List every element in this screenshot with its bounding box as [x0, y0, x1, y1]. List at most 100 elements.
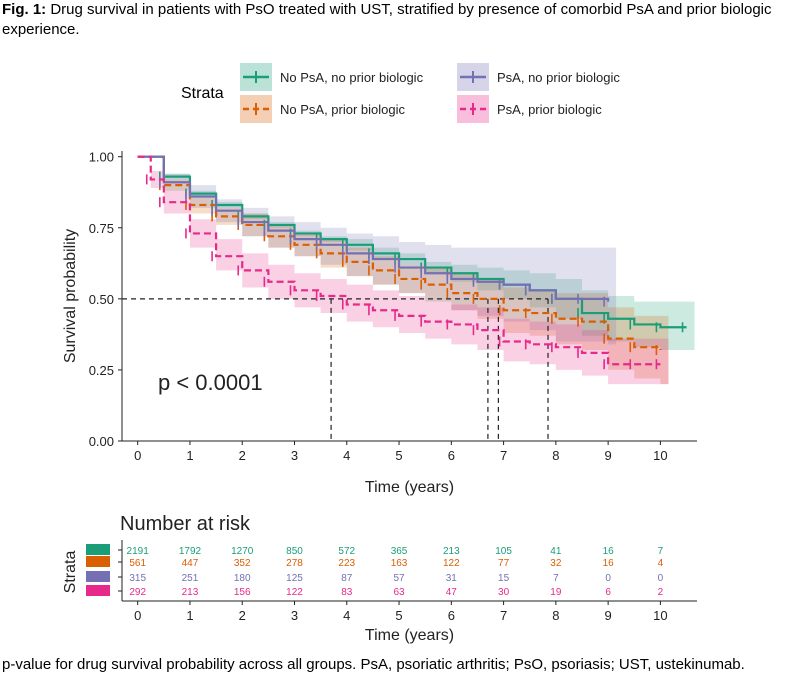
risk-x-tick-label: 3: [291, 608, 298, 623]
risk-count: 41: [550, 546, 562, 557]
risk-count: 31: [446, 573, 458, 584]
risk-count: 63: [393, 587, 405, 598]
y-tick-label: 0.00: [89, 434, 114, 449]
x-tick-label: 2: [239, 448, 246, 463]
risk-count: 213: [182, 587, 199, 598]
risk-count: 0: [658, 573, 664, 584]
ci-band-psa-no-prior-biologic: [137, 156, 617, 345]
footnote: p-value for drug survival probability ac…: [2, 656, 745, 673]
risk-count: 105: [495, 546, 512, 557]
risk-count: 365: [391, 546, 408, 557]
risk-row-swatch: [86, 571, 110, 582]
risk-x-tick-label: 2: [239, 608, 246, 623]
legend-label: No PsA, no prior biologic: [280, 70, 424, 85]
risk-count: 4: [658, 558, 664, 569]
figure-caption-text: Drug survival in patients with PsO treat…: [2, 1, 772, 38]
risk-y-axis-label: Strata: [62, 551, 79, 594]
risk-count: 57: [393, 573, 405, 584]
figure-caption: Fig. 1: Drug survival in patients with P…: [2, 0, 794, 40]
risk-count: 447: [182, 558, 199, 569]
y-tick-label: 1.00: [89, 150, 114, 165]
risk-count: 15: [498, 573, 510, 584]
risk-count: 87: [341, 573, 353, 584]
y-tick-label: 0.75: [89, 221, 114, 236]
survival-curve-no-psa-no-prior-biologic: [137, 155, 687, 329]
risk-row-psa-no-prior-biologic: 315 251 180 125 87 57 31 15 7 0 0: [86, 571, 664, 584]
risk-x-axis-label: Time (years): [365, 627, 454, 644]
y-tick-label: 0.50: [89, 292, 114, 307]
risk-count: 1792: [179, 546, 202, 557]
risk-count: 7: [553, 573, 559, 584]
legend-item-no-psa-prior-biologic: No PsA, prior biologic: [240, 95, 405, 123]
risk-row-psa-prior-biologic: 292 213 156 122 83 63 47 30 19 6 2: [86, 585, 664, 598]
x-tick-label: 7: [500, 448, 507, 463]
risk-table-title: Number at risk: [120, 513, 251, 535]
risk-count: 156: [234, 587, 251, 598]
risk-count: 0: [605, 573, 611, 584]
x-tick-label: 8: [552, 448, 559, 463]
risk-count: 163: [391, 558, 408, 569]
risk-count: 2191: [127, 546, 150, 557]
risk-x-tick-label: 0: [134, 608, 141, 623]
p-value-annotation: p < 0.0001: [158, 370, 263, 395]
risk-count: 2: [658, 587, 664, 598]
risk-x-tick-label: 1: [186, 608, 193, 623]
risk-x-tick-label: 5: [395, 608, 402, 623]
risk-count: 223: [338, 558, 355, 569]
risk-count: 125: [286, 573, 303, 584]
risk-count: 561: [129, 558, 146, 569]
legend-label: PsA, prior biologic: [497, 102, 602, 117]
ci-band-no-psa-prior-biologic: [137, 156, 669, 385]
survival-curve-no-psa-prior-biologic: [137, 155, 662, 351]
risk-count: 122: [443, 558, 460, 569]
x-tick-label: 10: [653, 448, 667, 463]
x-tick-label: 5: [395, 448, 402, 463]
legend-label: PsA, no prior biologic: [497, 70, 620, 85]
risk-count: 352: [234, 558, 251, 569]
risk-count: 572: [338, 546, 355, 557]
x-tick-label: 3: [291, 448, 298, 463]
risk-x-tick-label: 9: [605, 608, 612, 623]
risk-row-swatch: [86, 585, 110, 596]
risk-count: 122: [286, 587, 303, 598]
figure-label: Fig. 1:: [2, 1, 47, 18]
survival-curve-psa-no-prior-biologic: [137, 155, 610, 302]
y-axis-label: Survival probability: [62, 229, 79, 363]
ci-band-no-psa-no-prior-biologic: [137, 156, 695, 351]
risk-x-tick-label: 7: [500, 608, 507, 623]
risk-count: 213: [443, 546, 460, 557]
risk-count: 19: [550, 587, 562, 598]
risk-x-tick-label: 4: [343, 608, 350, 623]
risk-x-tick-label: 6: [448, 608, 455, 623]
risk-count: 7: [658, 546, 664, 557]
risk-count: 6: [605, 587, 611, 598]
risk-count: 32: [550, 558, 562, 569]
legend-title: Strata: [181, 85, 224, 102]
risk-count: 278: [286, 558, 303, 569]
risk-count: 16: [603, 558, 615, 569]
risk-count: 315: [129, 573, 146, 584]
risk-row-swatch: [86, 556, 110, 567]
x-axis-label: Time (years): [365, 479, 454, 496]
risk-count: 1270: [231, 546, 254, 557]
plot-area: 0.00 0.25 0.50 0.75 1.00 0 1 2 3 4 5 6 7 8 9 10 Time (ye…: [62, 150, 697, 496]
risk-row-swatch: [86, 544, 110, 555]
risk-x-tick-label: 10: [653, 608, 667, 623]
x-tick-label: 4: [343, 448, 350, 463]
risk-count: 292: [129, 587, 146, 598]
x-tick-label: 9: [605, 448, 612, 463]
risk-count: 16: [603, 546, 615, 557]
risk-row-no-psa-no-prior-biologic: 2191 1792 1270 850 572 365 213 105 41 16 7: [86, 544, 664, 557]
risk-count: 180: [234, 573, 251, 584]
legend: Strata No PsA, no prior biologic PsA, no …: [181, 63, 620, 123]
x-tick-label: 6: [448, 448, 455, 463]
x-tick-label: 0: [134, 448, 141, 463]
risk-count: 251: [182, 573, 199, 584]
ci-band-psa-prior-biologic: [137, 156, 669, 385]
risk-count: 30: [498, 587, 510, 598]
legend-label: No PsA, prior biologic: [280, 102, 405, 117]
risk-count: 77: [498, 558, 510, 569]
legend-item-psa-no-prior-biologic: PsA, no prior biologic: [457, 63, 620, 91]
